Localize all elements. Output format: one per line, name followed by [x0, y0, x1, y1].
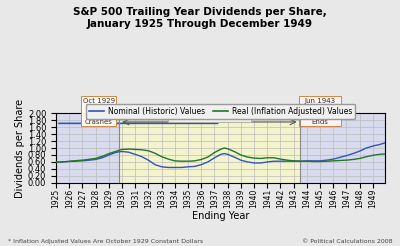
Bar — [119, 113, 300, 183]
Bar — [56, 113, 119, 183]
Y-axis label: Dividends per Share: Dividends per Share — [15, 98, 25, 198]
Text: Great Depression: Great Depression — [170, 111, 249, 120]
Text: Oct 1929
Stock
Market
Crashes: Oct 1929 Stock Market Crashes — [83, 98, 115, 125]
Bar — [300, 113, 385, 183]
Legend: Nominal (Historic) Values, Real (Inflation Adjusted) Values: Nominal (Historic) Values, Real (Inflati… — [86, 104, 355, 119]
X-axis label: Ending Year: Ending Year — [192, 211, 249, 221]
Text: * Inflation Adjusted Values Are October 1929 Constant Dollars: * Inflation Adjusted Values Are October … — [8, 239, 203, 244]
Text: © Political Calculations 2008: © Political Calculations 2008 — [302, 239, 392, 244]
Text: S&P 500 Trailing Year Dividends per Share,
January 1925 Through December 1949: S&P 500 Trailing Year Dividends per Shar… — [73, 7, 327, 29]
Text: Jun 1943
Great
Depression
Ends: Jun 1943 Great Depression Ends — [301, 98, 340, 125]
